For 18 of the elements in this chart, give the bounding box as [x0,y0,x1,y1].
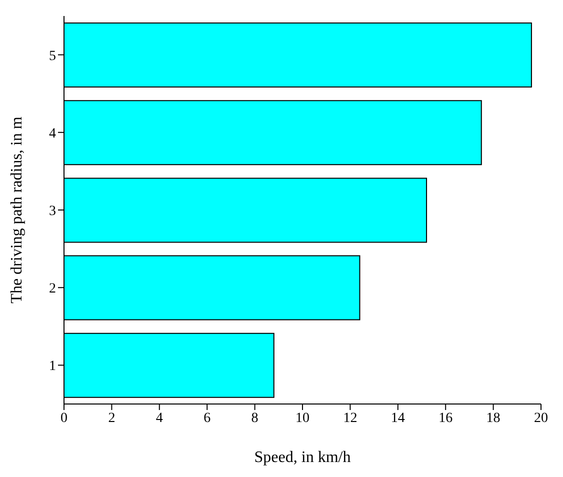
x-tick-label: 12 [343,410,358,426]
x-tick-label: 14 [390,410,405,426]
y-axis-title: The driving path radius, in m [8,116,26,304]
y-tick-label: 1 [49,359,56,374]
x-tick-label: 16 [438,410,453,426]
x-tick-label: 8 [251,410,258,426]
x-tick-label: 20 [534,410,548,426]
x-tick-label: 6 [204,410,211,426]
y-tick-label: 5 [49,48,56,64]
y-tick-label: 4 [49,126,56,142]
x-tick-label: 10 [296,410,310,426]
y-tick-label: 2 [49,282,56,297]
x-tick-label: 18 [486,410,500,426]
x-tick-label: 0 [60,410,68,426]
x-axis-title: Speed, in km/h [254,449,351,466]
y-tick-label: 3 [49,204,56,219]
x-tick-label: 4 [156,410,163,426]
x-tick-label: 2 [108,410,116,426]
